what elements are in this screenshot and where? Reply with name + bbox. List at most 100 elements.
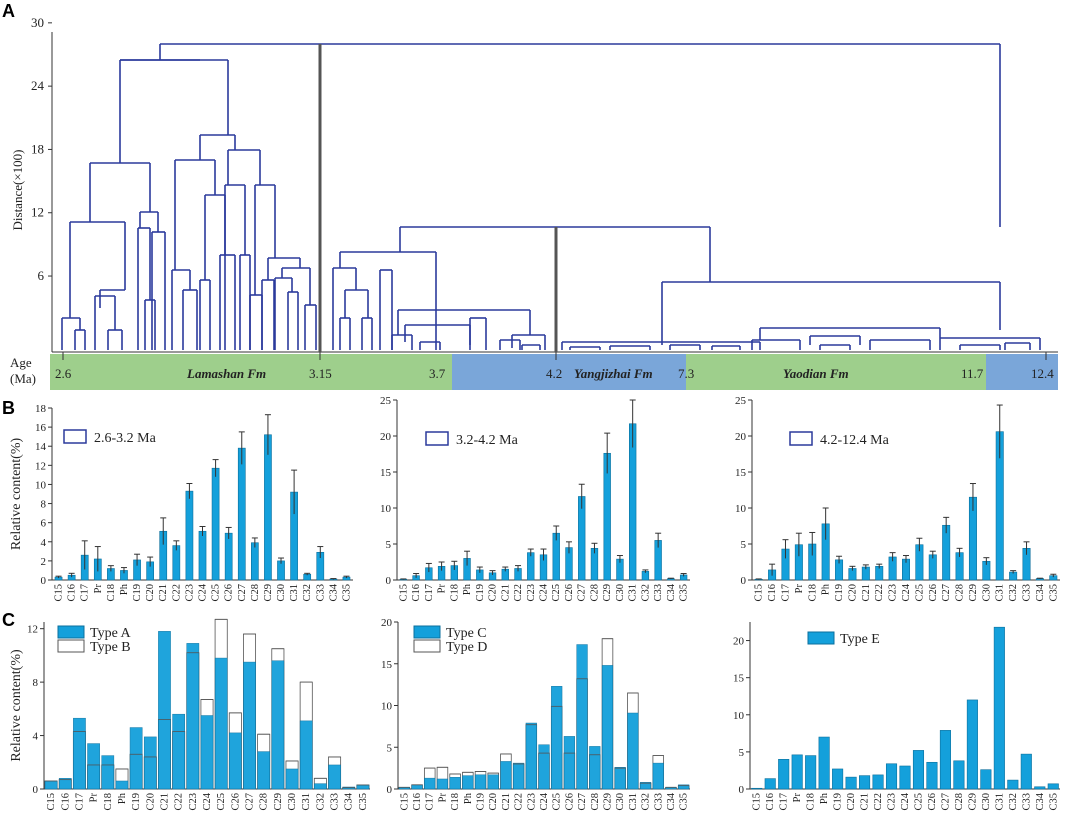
- age-11-7: 11.7: [961, 366, 984, 381]
- x-tick-label: C31: [994, 793, 1005, 811]
- bar-filled: [328, 764, 341, 790]
- dendro-y-tick-label: 18: [31, 141, 44, 156]
- x-tick-label: C32: [641, 793, 652, 811]
- x-tick-label: C32: [640, 584, 651, 602]
- x-tick-label: C28: [954, 793, 965, 811]
- bar-filled: [299, 720, 313, 790]
- x-tick-label: C25: [216, 793, 227, 811]
- age-3-7: 3.7: [429, 366, 446, 381]
- y-tick-label: 20: [735, 431, 747, 443]
- bar: [578, 496, 586, 581]
- bar: [859, 775, 871, 790]
- bar: [251, 542, 259, 581]
- bar-filled: [525, 722, 537, 790]
- x-tick-label: C21: [501, 793, 512, 811]
- x-tick-label: C18: [449, 584, 460, 602]
- x-tick-label: C33: [315, 584, 326, 602]
- bar-filled: [257, 751, 271, 790]
- bar-filled: [314, 783, 327, 790]
- x-tick-label: C15: [398, 584, 409, 602]
- x-tick-label: C34: [1035, 583, 1046, 601]
- x-tick-label: C26: [564, 793, 575, 811]
- x-tick-label: C24: [198, 583, 209, 601]
- x-tick-label: Pr: [93, 584, 104, 594]
- x-tick-label: C17: [425, 793, 436, 811]
- y-tick-label: 5: [739, 747, 745, 759]
- x-tick-label: C19: [476, 793, 487, 811]
- x-tick-label: C22: [873, 793, 884, 811]
- x-tick-label: C16: [411, 584, 422, 602]
- bar-filled: [436, 778, 449, 790]
- x-tick-label: C19: [131, 793, 142, 811]
- bar-filled: [271, 660, 285, 790]
- legend-swatch: [57, 639, 85, 653]
- x-tick-label: C16: [60, 793, 71, 811]
- formation-yaodian: Yaodian Fm: [783, 366, 849, 381]
- bar: [926, 761, 938, 790]
- bar: [527, 552, 535, 581]
- y-tick-label: 0: [741, 575, 747, 587]
- y-tick-label: 10: [735, 503, 747, 515]
- x-tick-label: C23: [887, 793, 898, 811]
- y-tick-label: 20: [381, 617, 393, 629]
- x-tick-label: C34: [666, 792, 677, 810]
- bar: [1047, 783, 1059, 790]
- bar-filled: [627, 712, 639, 790]
- dendro-y-tick-label: 30: [31, 15, 44, 30]
- x-tick-label: C34: [1035, 792, 1046, 810]
- x-tick-label: C15: [752, 793, 763, 811]
- bar-filled: [589, 746, 601, 790]
- bar: [942, 524, 951, 581]
- bar-filled: [449, 777, 461, 790]
- y-axis-label: Relative content(%): [9, 649, 24, 762]
- bar-filled: [411, 784, 423, 790]
- x-tick-label: C26: [230, 793, 241, 811]
- x-tick-label: C33: [1021, 793, 1032, 811]
- x-tick-label: C30: [287, 793, 298, 811]
- bar: [899, 765, 911, 790]
- bar: [885, 763, 898, 790]
- y-tick-label: 25: [735, 395, 747, 407]
- x-tick-label: C26: [927, 793, 938, 811]
- x-tick-label: C34: [328, 583, 339, 601]
- bar-filled: [243, 661, 256, 790]
- x-tick-label: C29: [968, 584, 979, 602]
- legend-swatch: [413, 625, 441, 639]
- dendrogram: Distance(×100) 30 24 18 12 6: [10, 15, 1058, 353]
- y-tick-label: 5: [386, 539, 392, 551]
- y-tick-label: 10: [733, 710, 745, 722]
- x-tick-label: C35: [341, 584, 352, 602]
- x-tick-label: C20: [847, 584, 858, 602]
- x-tick-label: C28: [589, 584, 600, 602]
- x-tick-label: Ph: [463, 792, 474, 804]
- dendro-y-ticks: 30 24 18 12 6: [31, 15, 52, 283]
- x-tick-label: Pr: [437, 793, 448, 803]
- dendro-branches: [61, 43, 1041, 350]
- bar: [966, 699, 978, 790]
- bar: [872, 774, 884, 790]
- bar: [764, 778, 776, 790]
- y-tick-label: 0: [386, 575, 392, 587]
- bar-filled: [44, 780, 58, 790]
- x-tick-label: Pr: [89, 793, 100, 803]
- x-tick-label: C34: [344, 792, 355, 810]
- x-tick-label: Ph: [821, 583, 832, 595]
- dendro-y-tick-label: 6: [38, 268, 45, 283]
- y-tick-label: 5: [741, 539, 747, 551]
- x-tick-label: C15: [54, 584, 65, 602]
- x-tick-label: C31: [995, 584, 1006, 602]
- y-tick-label: 18: [35, 403, 47, 415]
- bar: [264, 434, 272, 581]
- y-tick-label: 12: [35, 460, 46, 472]
- x-tick-label: C17: [424, 584, 435, 602]
- x-tick-label: C19: [132, 584, 143, 602]
- x-tick-label: C26: [928, 584, 939, 602]
- chart-b1: 0 2 4 6 8 10 12 14 16 18 Relative content(%) C15 C16…: [9, 403, 353, 602]
- age-4-2: 4.2: [546, 366, 562, 381]
- x-tick-label: C24: [539, 583, 550, 601]
- y-tick-label: 10: [35, 479, 47, 491]
- legend-swatch: [63, 429, 87, 444]
- x-tick-label: C31: [628, 584, 639, 602]
